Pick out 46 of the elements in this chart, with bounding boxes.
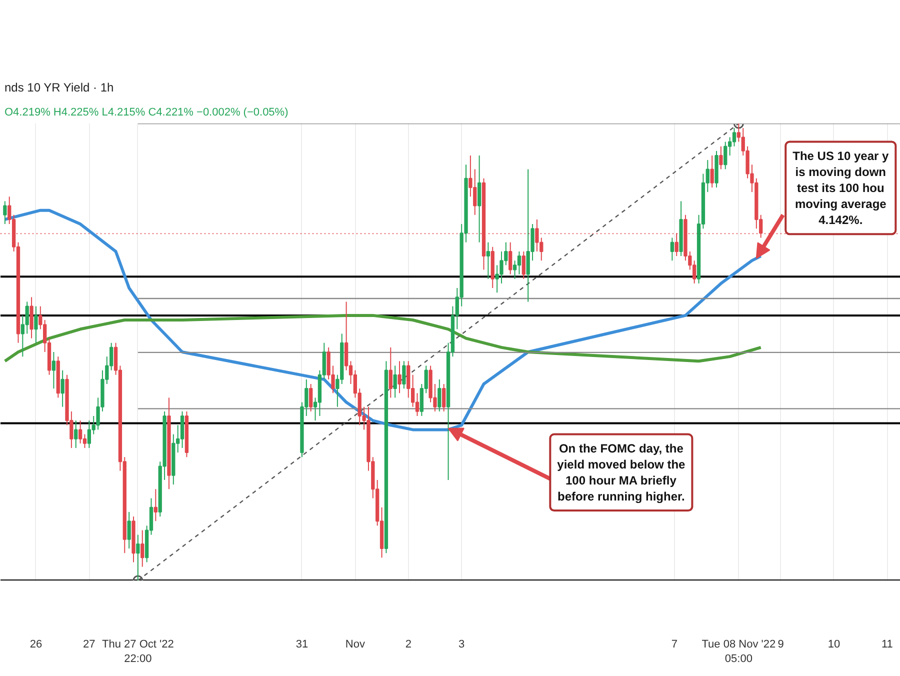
candlestick xyxy=(724,141,728,170)
candlestick xyxy=(78,420,82,444)
candlestick xyxy=(180,410,184,448)
x-tick-label: 31 xyxy=(296,638,308,650)
x-tick-label: 26 xyxy=(30,638,42,650)
candlestick xyxy=(309,383,313,412)
x-tick-label: 9 xyxy=(778,638,784,650)
candlestick xyxy=(3,200,7,225)
annotation: The US 10 year y is moving down test its 100 hou moving average 4.142%. xyxy=(792,148,889,228)
candlestick xyxy=(477,154,482,243)
candlestick xyxy=(393,365,397,398)
x-tick-label: 11 xyxy=(881,638,893,650)
candlestick xyxy=(388,346,392,398)
candlestick xyxy=(486,242,490,280)
chart-title: nds 10 YR Yield · 1h xyxy=(4,80,114,94)
candlestick xyxy=(719,146,723,170)
x-tick-label: 7 xyxy=(671,638,678,650)
x-tick-label: Nov xyxy=(345,638,366,650)
x-tick-label: Tue 08 Nov '22 05:00 xyxy=(702,638,776,665)
x-tick-label: 2 xyxy=(405,638,412,650)
candlestick xyxy=(402,360,406,390)
candlestick xyxy=(127,511,131,550)
candlestick xyxy=(25,301,29,334)
x-tick-label: 27 xyxy=(83,638,96,650)
candlestick xyxy=(522,250,526,280)
x-tick-label: 3 xyxy=(458,638,465,650)
candlestick xyxy=(34,306,38,344)
candlestick xyxy=(442,383,446,412)
candlestick xyxy=(398,360,402,394)
candlestick xyxy=(517,250,522,275)
chart-subtitle: O4.219% H4.225% L4.215% C4.221% −0.002% (−0.05%) xyxy=(4,106,288,118)
candlestick xyxy=(52,352,56,390)
x-tick-label: Thu 27 Oct '22 22:00 xyxy=(102,638,174,665)
candlestick xyxy=(670,237,674,262)
candlestick xyxy=(140,530,144,568)
candlestick xyxy=(74,420,78,448)
candlestick xyxy=(438,378,442,412)
annotation: On the FOMC day, the yield moved below the 100 hour MA briefly before running higher. xyxy=(557,441,686,504)
candlestick xyxy=(508,242,512,275)
candlestick xyxy=(710,154,714,188)
candlestick xyxy=(60,370,64,408)
candlestick xyxy=(732,128,736,147)
x-tick-label: 10 xyxy=(828,638,840,650)
candlestick xyxy=(136,534,140,580)
candlestick xyxy=(154,488,158,522)
candlestick xyxy=(30,296,34,339)
